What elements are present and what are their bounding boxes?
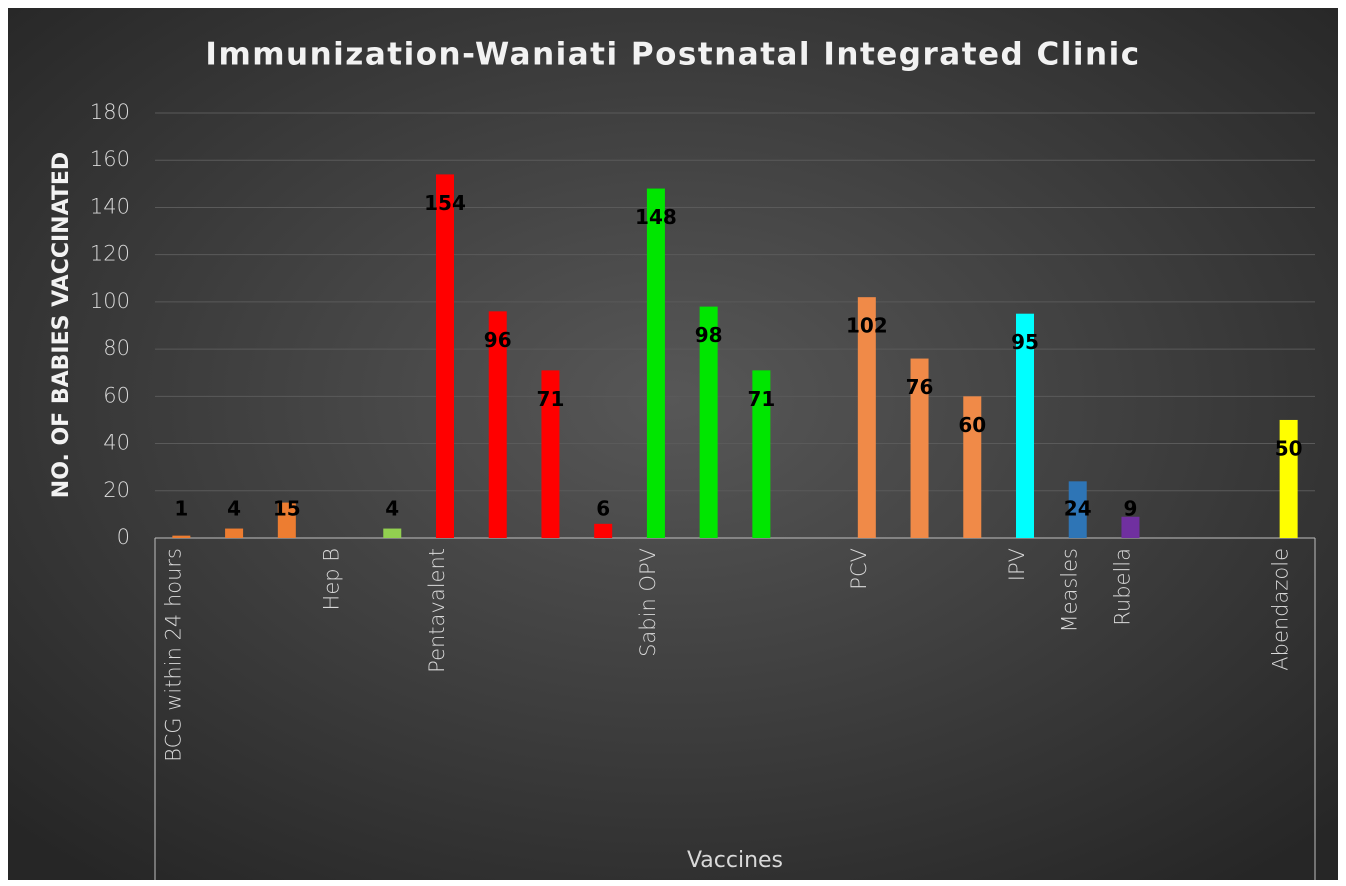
- x-tick-label: BCG within 24 hours: [161, 548, 185, 762]
- bar: [857, 297, 876, 538]
- data-label: 9: [1123, 497, 1137, 521]
- data-label: 148: [635, 205, 677, 229]
- y-tick-label: 20: [103, 478, 130, 502]
- bar: [1121, 516, 1140, 538]
- data-label: 6: [596, 497, 610, 521]
- bar: [541, 370, 560, 538]
- bar: [225, 528, 244, 538]
- bar: [488, 311, 507, 538]
- chart-title: Immunization-Waniati Postnatal Integrate…: [205, 37, 1140, 73]
- x-tick-label: PCV: [847, 548, 871, 590]
- data-label: 60: [958, 413, 986, 437]
- data-label: 98: [695, 323, 723, 347]
- y-axis-title: NO. OF BABIES VACCINATED: [49, 152, 74, 498]
- data-label: 24: [1064, 497, 1092, 521]
- data-label: 15: [273, 497, 301, 521]
- data-label: 71: [747, 387, 775, 411]
- data-label: 4: [227, 497, 241, 521]
- x-tick-label: IPV: [1005, 548, 1029, 581]
- bar: [963, 396, 982, 538]
- bar: [1068, 481, 1087, 538]
- bar: [277, 502, 296, 538]
- data-label: 102: [846, 314, 888, 338]
- bar: [752, 370, 771, 538]
- x-axis-title: Vaccines: [687, 848, 783, 873]
- data-label: 50: [1275, 436, 1303, 460]
- y-tick-label: 40: [103, 431, 130, 455]
- bar: [699, 306, 718, 538]
- bar: [1279, 419, 1298, 538]
- y-tick-label: 120: [90, 242, 130, 266]
- bar: [646, 188, 665, 539]
- x-tick-label: Measles: [1058, 548, 1082, 633]
- bar: [172, 535, 191, 538]
- y-tick-label: 100: [90, 289, 130, 313]
- x-tick-label: Abendazole: [1269, 548, 1293, 671]
- y-tick-label: 0: [117, 525, 130, 549]
- bar: [436, 174, 454, 538]
- x-tick-label: Sabin OPV: [636, 548, 660, 657]
- y-tick-label: 180: [90, 100, 130, 124]
- bar: [383, 528, 402, 538]
- data-label: 76: [906, 375, 934, 399]
- data-label: 154: [424, 191, 466, 215]
- y-tick-label: 160: [90, 147, 130, 171]
- data-label: 96: [484, 328, 512, 352]
- y-tick-label: 140: [90, 194, 130, 218]
- data-label: 95: [1011, 330, 1039, 354]
- y-tick-label: 60: [103, 383, 130, 407]
- data-label: 4: [385, 497, 399, 521]
- bar: [910, 358, 929, 538]
- x-tick-label: Pentavalent: [425, 548, 449, 673]
- x-tick-label: Hep B: [320, 548, 344, 610]
- data-label: 1: [174, 497, 188, 521]
- x-tick-label: Rubella: [1110, 548, 1134, 626]
- bar: [594, 523, 613, 538]
- data-label: 71: [537, 387, 565, 411]
- bar: [1016, 313, 1034, 538]
- y-tick-label: 80: [103, 336, 130, 360]
